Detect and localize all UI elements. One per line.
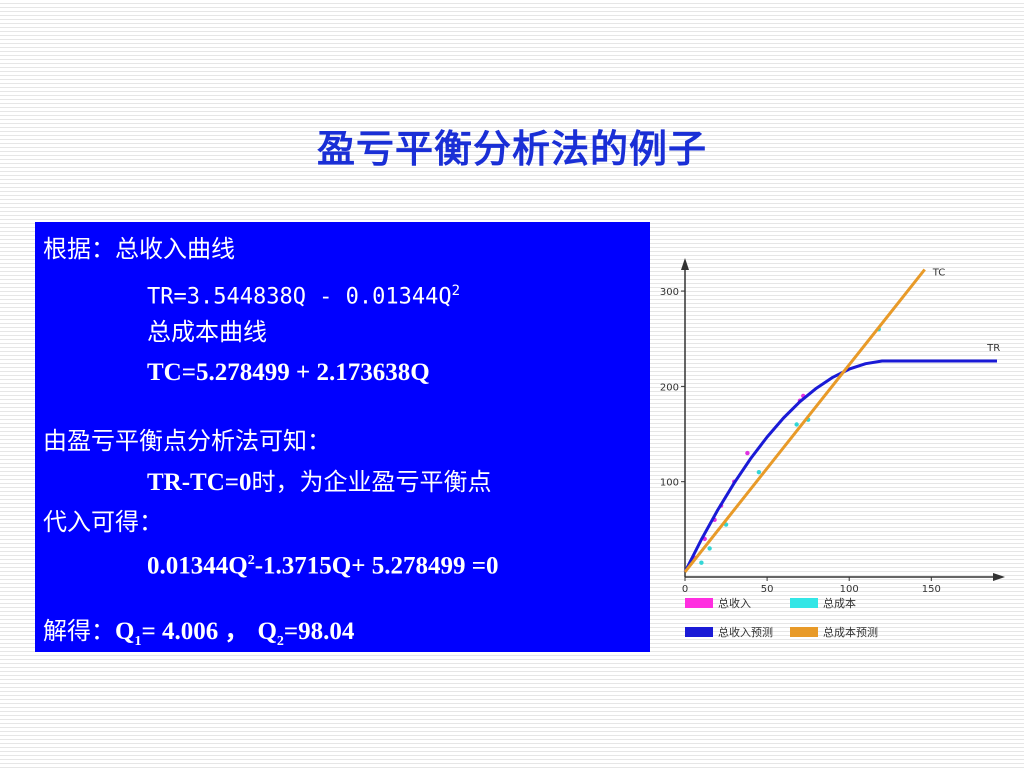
quadratic-term: 0.01344Q: [147, 552, 248, 580]
breakeven-equation: TR-TC=0: [147, 469, 252, 496]
series-1-point: [794, 422, 799, 427]
tr-formula-exponent: 2: [451, 283, 461, 299]
tr-formula-text: TR=3.544838Q - 0.01344Q: [147, 284, 452, 310]
page-title: 盈亏平衡分析法的例子: [316, 127, 707, 171]
breakeven-condition: TR-TC=0时，为企业盈亏平衡点: [147, 467, 492, 498]
x-tick-label: 100: [840, 584, 859, 595]
legend-label: 总收入预测: [718, 625, 773, 639]
quadratic-equation: 0.01344Q2-1.3715Q+ 5.278499 =0: [147, 546, 498, 581]
series-1-point: [699, 560, 704, 565]
tc-line-label: TC: [932, 268, 946, 279]
legend-swatch: [790, 598, 818, 608]
legend-swatch: [685, 627, 713, 637]
legend-label: 总收入: [718, 596, 751, 610]
method-statement: 由盈亏平衡点分析法可知：: [43, 427, 331, 455]
q1-subscript: 1: [134, 634, 142, 649]
series-0-point: [745, 450, 750, 456]
series-line-2: [683, 359, 997, 573]
quadratic-exponent: 2: [247, 553, 255, 568]
tr-formula: TR=3.544838Q - 0.01344Q2: [147, 276, 460, 312]
chart-axes: [681, 258, 1005, 581]
legend-swatch: [685, 598, 713, 608]
q1-value: = 4.006 ，: [141, 618, 250, 645]
solution-q1: Q1= 4.006 ，: [115, 618, 250, 649]
solution-line: 解得：Q1= 4.006 ， Q2=98.04: [43, 616, 354, 652]
quadratic-rest: -1.3715Q+ 5.278499 =0: [254, 552, 499, 580]
substitute-statement: 代入可得：: [43, 508, 163, 536]
breakeven-description: 时，为企业盈亏平衡点: [251, 468, 492, 496]
q2-value: =98.04: [283, 618, 355, 645]
panel-line-basis: 根据：总收入曲线: [43, 234, 235, 264]
legend-label: 总成本预测: [823, 625, 878, 639]
series-1-point: [707, 546, 712, 551]
x-tick-label: 50: [761, 584, 774, 595]
basis-label: 根据：: [43, 235, 115, 263]
solution-q2: Q2=98.04: [257, 618, 355, 649]
tr-line-label: TR: [986, 343, 1000, 354]
tc-curve-label: 总成本曲线: [147, 318, 267, 346]
series-1-point: [756, 469, 762, 475]
y-tick-label: 200: [660, 382, 679, 393]
solution-label: 解得：: [43, 617, 115, 645]
x-tick-label: 150: [922, 584, 941, 595]
q1-symbol: Q: [115, 618, 135, 645]
explanation-panel: 根据：总收入曲线 TR=3.544838Q - 0.01344Q2 总成本曲线 …: [35, 222, 650, 652]
series-line-3: [683, 268, 926, 573]
x-axis-arrow: [993, 573, 1005, 581]
y-axis-arrow: [681, 258, 689, 270]
y-tick-label: 300: [660, 287, 679, 298]
legend-swatch: [790, 627, 818, 637]
chart-ticks: 0 50 100 150 100 200 300: [660, 287, 941, 595]
legend-label: 总成本: [823, 596, 856, 610]
x-tick-label: 0: [682, 584, 688, 595]
tr-curve-label: 总收入曲线: [115, 235, 235, 263]
q2-symbol: Q: [257, 618, 277, 645]
y-tick-label: 100: [660, 478, 679, 489]
q2-subscript: 2: [276, 634, 284, 649]
chart-series: TC TR: [683, 268, 1000, 573]
tc-formula: TC=5.278499 + 2.173638Q: [147, 359, 430, 386]
